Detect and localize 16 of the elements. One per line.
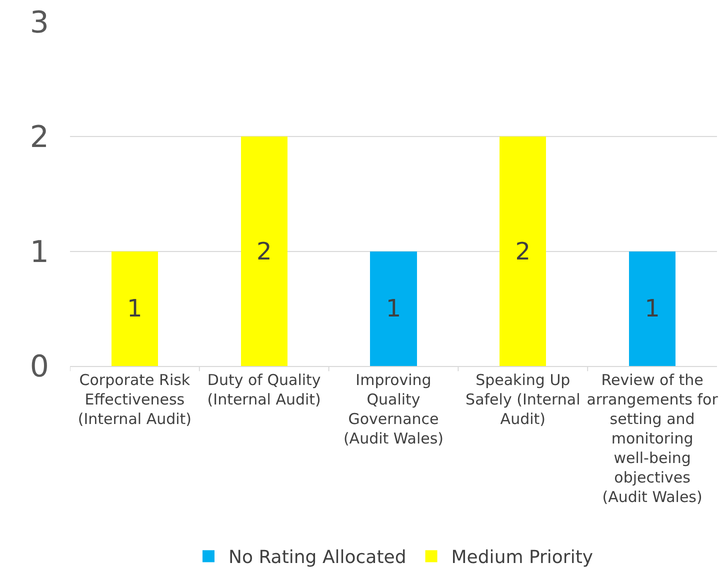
- legend-label: Medium Priority: [451, 547, 594, 568]
- data-label: 2: [256, 237, 272, 266]
- x-tick-label: Improving Quality Governance (Audit Wales): [343, 371, 444, 448]
- data-label: 1: [127, 294, 142, 323]
- y-tick-label: 3: [30, 6, 49, 40]
- legend-label: No Rating Allocated: [228, 547, 406, 568]
- data-label: 2: [515, 237, 531, 266]
- x-tick-label: Speaking Up Safely (Internal Audit): [466, 371, 580, 428]
- data-label: 1: [644, 294, 660, 323]
- y-tick-label: 2: [30, 120, 49, 156]
- x-tick-label: Duty of Quality (Internal Audit): [207, 371, 321, 408]
- data-label: 1: [386, 294, 402, 323]
- y-tick-label: 1: [30, 234, 49, 270]
- x-tick-label: Corporate Risk Effectiveness (Internal Audit): [78, 371, 192, 428]
- y-tick-label: 0: [30, 350, 49, 384]
- x-tick-label: Review of the arrangements for setting and monitoring well-being objectives (Audit Wales): [586, 371, 719, 506]
